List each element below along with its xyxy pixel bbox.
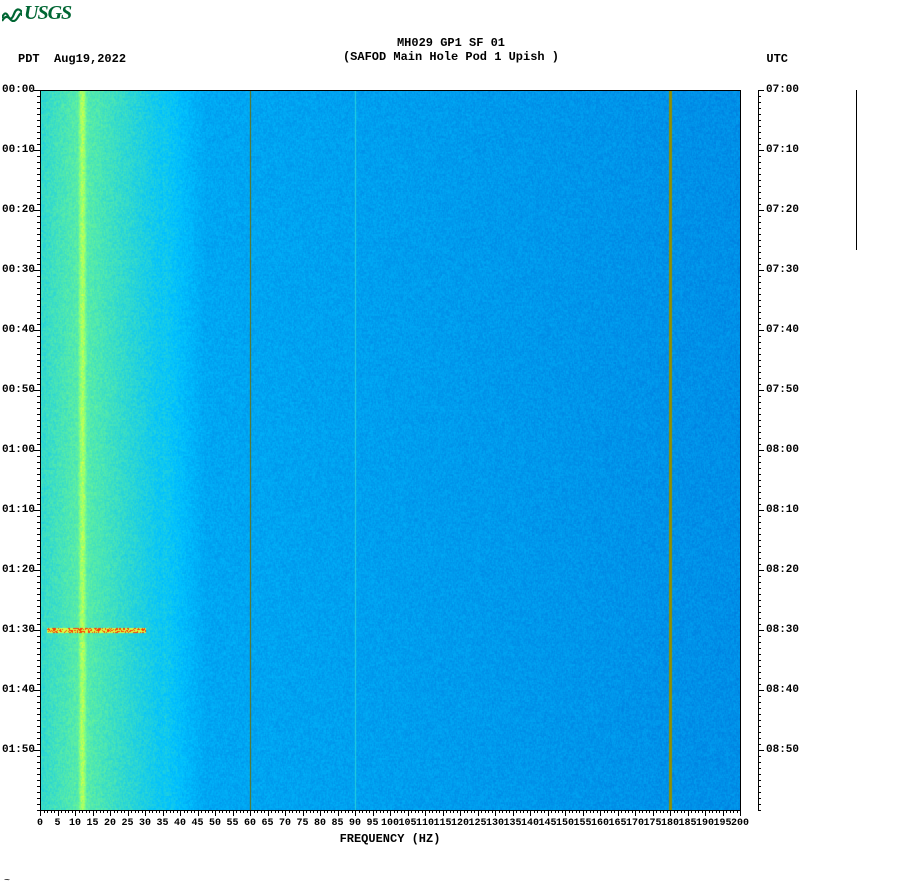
title-line-1: MH029 GP1 SF 01 xyxy=(0,36,902,50)
usgs-logo-text: USGS xyxy=(24,2,71,25)
x-tick-label: 90 xyxy=(349,818,361,829)
x-tick-label: 125 xyxy=(468,818,486,829)
x-axis-title: FREQUENCY (HZ) xyxy=(40,832,740,846)
usgs-logo: USGS xyxy=(2,2,71,25)
x-tick-label: 65 xyxy=(261,818,273,829)
y-tick-left-label: 01:30 xyxy=(2,624,35,636)
y-axis: 00:0007:0000:1007:1000:2007:2000:3007:30… xyxy=(0,90,820,810)
bottom-mark: ~ xyxy=(4,876,10,887)
y-tick-left-label: 01:20 xyxy=(2,564,35,576)
y-tick-right-label: 07:30 xyxy=(766,264,799,276)
x-tick-label: 120 xyxy=(451,818,469,829)
y-tick-left-label: 01:50 xyxy=(2,744,35,756)
x-tick-label: 135 xyxy=(503,818,521,829)
x-tick-label: 200 xyxy=(731,818,749,829)
x-tick-label: 160 xyxy=(591,818,609,829)
x-tick-label: 195 xyxy=(713,818,731,829)
usgs-wave-icon xyxy=(2,6,22,22)
y-tick-left-label: 00:50 xyxy=(2,384,35,396)
x-tick-label: 60 xyxy=(244,818,256,829)
y-tick-right-label: 07:00 xyxy=(766,84,799,96)
x-tick-label: 50 xyxy=(209,818,221,829)
y-tick-left-label: 00:00 xyxy=(2,84,35,96)
x-tick-label: 80 xyxy=(314,818,326,829)
x-tick-label: 150 xyxy=(556,818,574,829)
x-tick-label: 85 xyxy=(331,818,343,829)
x-tick-label: 185 xyxy=(678,818,696,829)
y-tick-left-label: 00:20 xyxy=(2,204,35,216)
right-side-marker xyxy=(856,90,857,250)
x-tick-label: 95 xyxy=(366,818,378,829)
x-tick-label: 70 xyxy=(279,818,291,829)
y-tick-right-label: 08:00 xyxy=(766,444,799,456)
x-tick-label: 20 xyxy=(104,818,116,829)
y-tick-right-label: 08:30 xyxy=(766,624,799,636)
y-tick-right-label: 07:50 xyxy=(766,384,799,396)
x-tick-label: 25 xyxy=(121,818,133,829)
x-tick-label: 140 xyxy=(521,818,539,829)
x-tick-label: 190 xyxy=(696,818,714,829)
x-tick-label: 105 xyxy=(398,818,416,829)
tz-right-label: UTC xyxy=(766,52,788,66)
y-tick-left-label: 00:10 xyxy=(2,144,35,156)
x-tick-label: 130 xyxy=(486,818,504,829)
x-tick-label: 0 xyxy=(37,818,43,829)
y-tick-right-label: 07:10 xyxy=(766,144,799,156)
x-tick-label: 35 xyxy=(156,818,168,829)
y-tick-right-label: 07:20 xyxy=(766,204,799,216)
x-tick-label: 45 xyxy=(191,818,203,829)
y-tick-left-label: 01:00 xyxy=(2,444,35,456)
y-tick-right-label: 07:40 xyxy=(766,324,799,336)
y-tick-left-label: 00:40 xyxy=(2,324,35,336)
x-tick-label: 165 xyxy=(608,818,626,829)
x-tick-label: 115 xyxy=(433,818,451,829)
y-tick-right-label: 08:20 xyxy=(766,564,799,576)
x-tick-label: 170 xyxy=(626,818,644,829)
y-tick-right-label: 08:40 xyxy=(766,684,799,696)
x-tick-label: 30 xyxy=(139,818,151,829)
y-tick-left-label: 01:40 xyxy=(2,684,35,696)
x-tick-label: 75 xyxy=(296,818,308,829)
x-tick-label: 155 xyxy=(573,818,591,829)
y-tick-left-label: 00:30 xyxy=(2,264,35,276)
y-tick-right-label: 08:10 xyxy=(766,504,799,516)
y-tick-right-label: 08:50 xyxy=(766,744,799,756)
x-tick-label: 5 xyxy=(54,818,60,829)
x-tick-label: 10 xyxy=(69,818,81,829)
x-tick-label: 15 xyxy=(86,818,98,829)
x-tick-label: 55 xyxy=(226,818,238,829)
x-tick-label: 175 xyxy=(643,818,661,829)
y-tick-left-label: 01:10 xyxy=(2,504,35,516)
x-tick-label: 180 xyxy=(661,818,679,829)
x-tick-label: 145 xyxy=(538,818,556,829)
x-tick-label: 110 xyxy=(416,818,434,829)
x-tick-label: 40 xyxy=(174,818,186,829)
tz-left-label: PDT Aug19,2022 xyxy=(18,52,126,66)
x-tick-label: 100 xyxy=(381,818,399,829)
